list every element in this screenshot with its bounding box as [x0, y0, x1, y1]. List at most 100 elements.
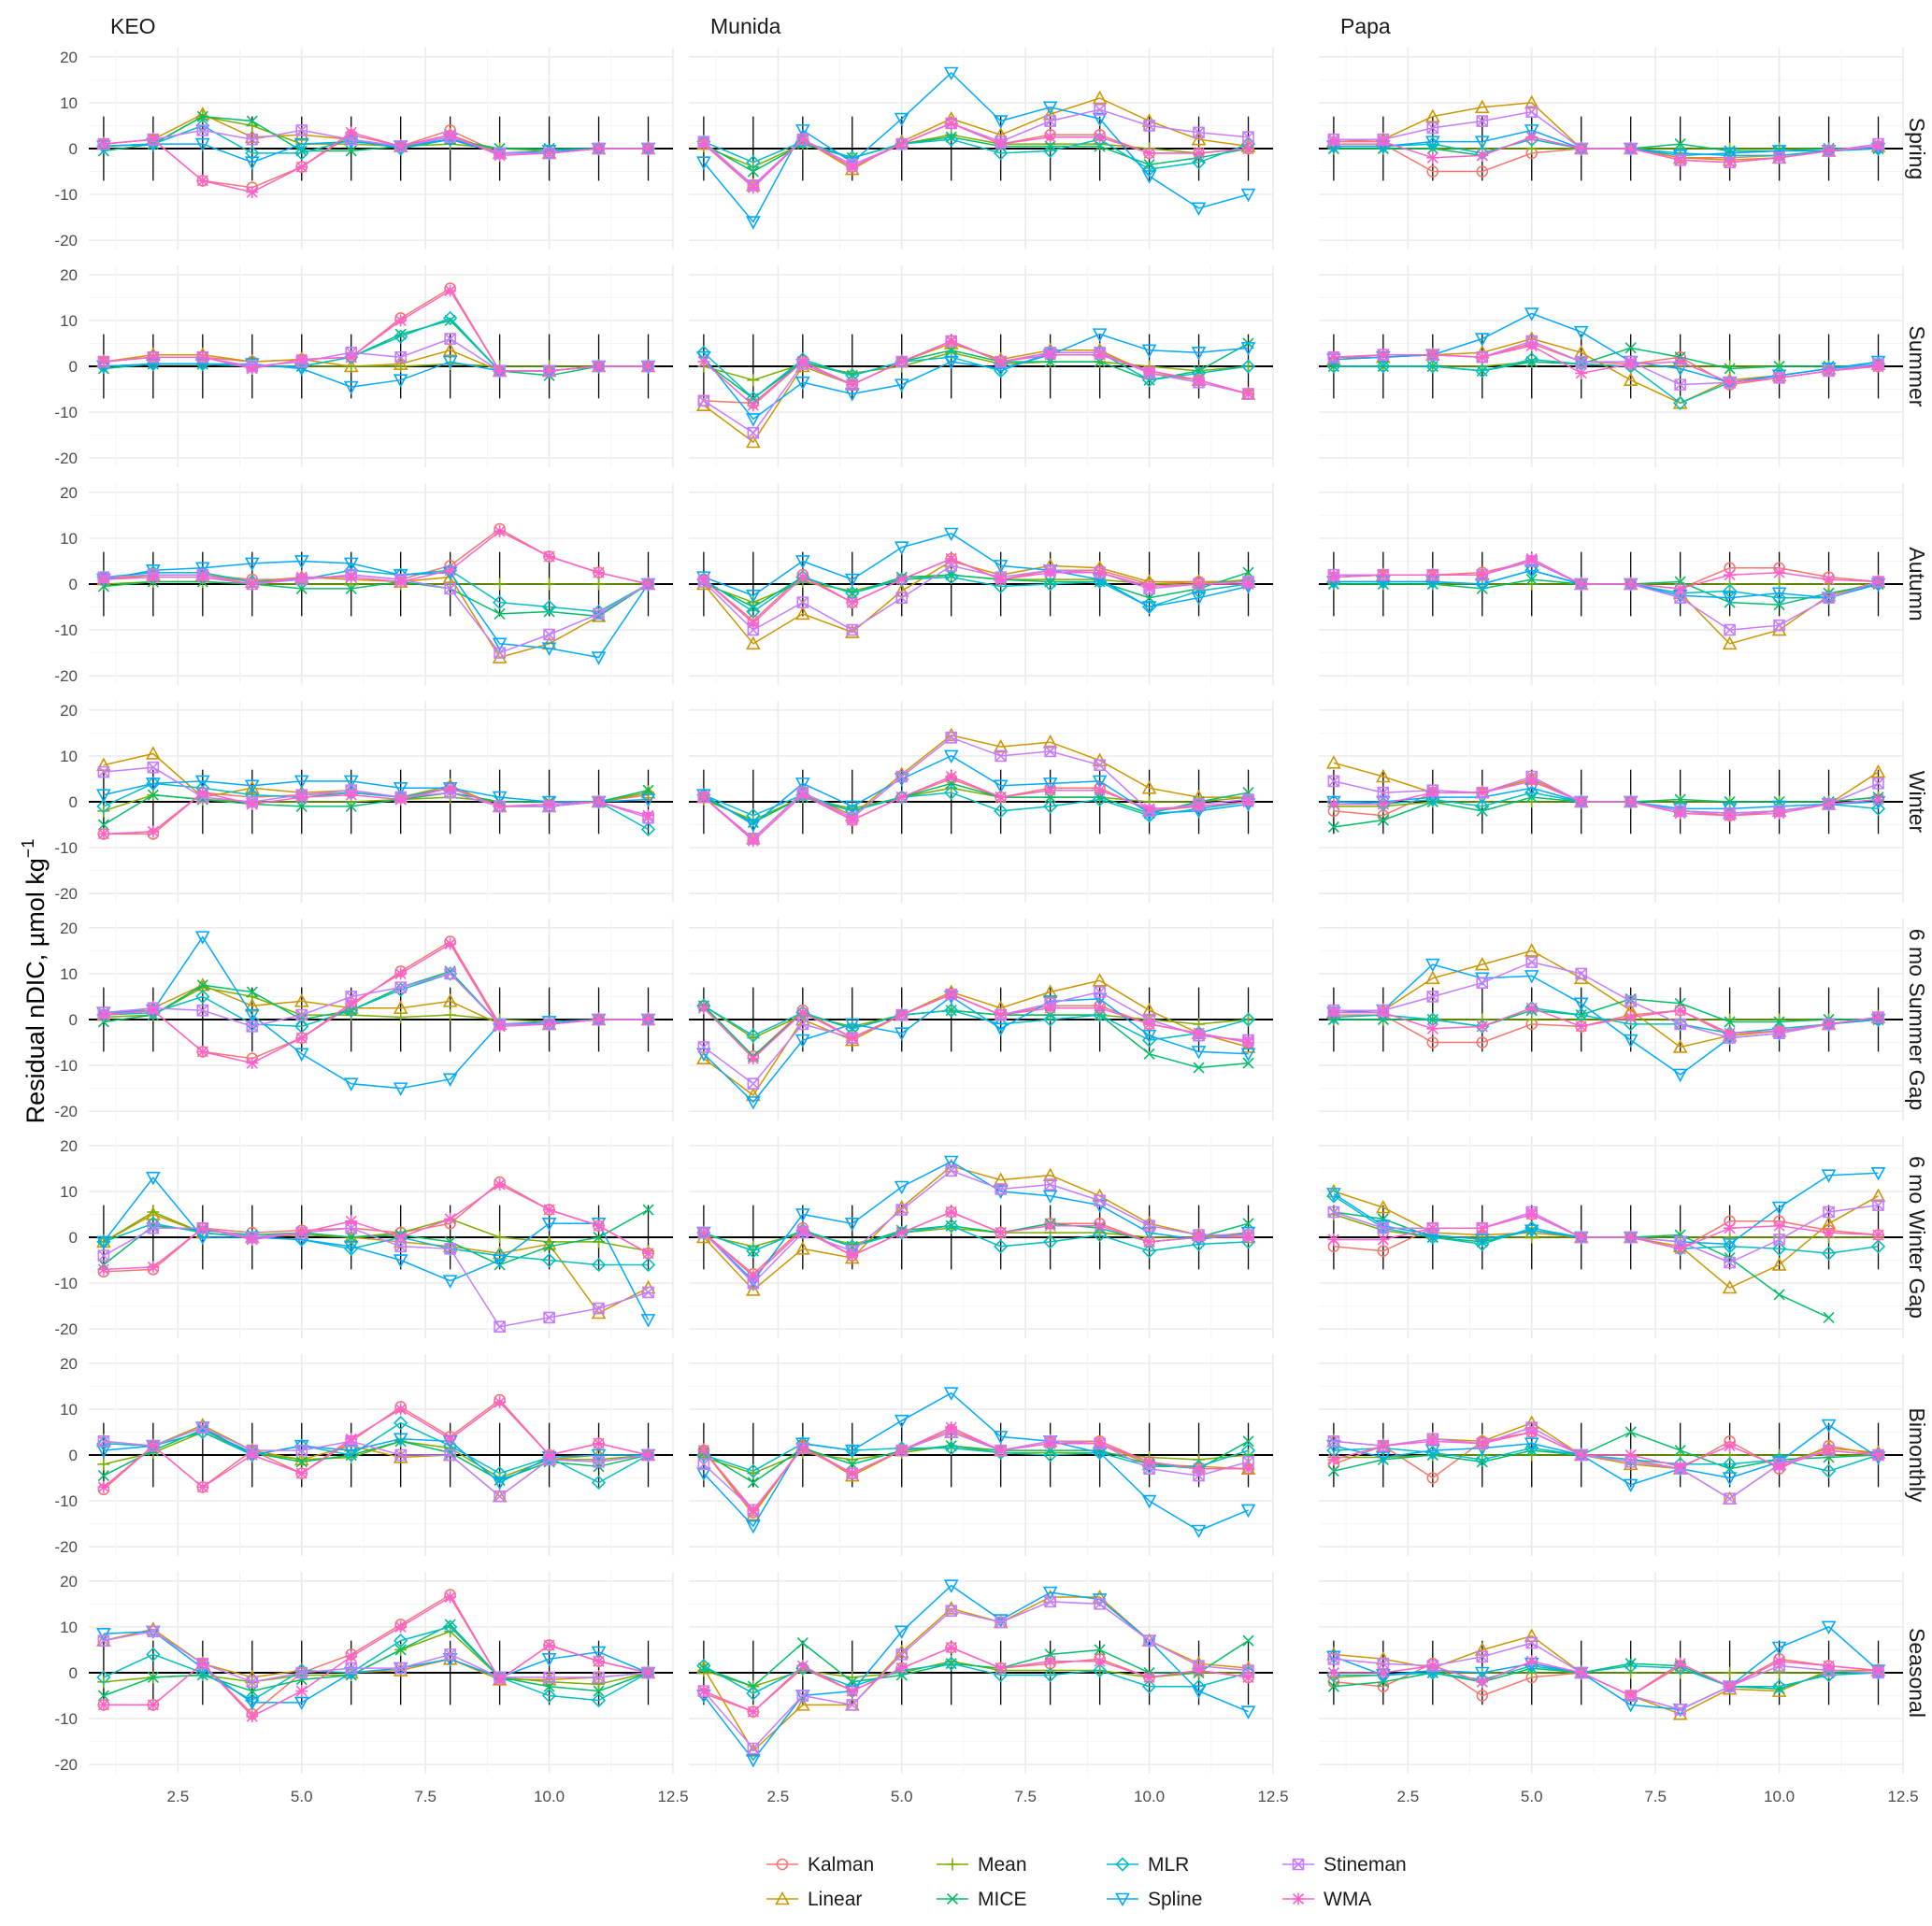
point-wma: [1525, 131, 1538, 144]
point-mlr: [245, 1692, 260, 1708]
point-wma: [1327, 1666, 1340, 1679]
point-wma: [1773, 1460, 1786, 1473]
y-tick-label: 10: [60, 965, 78, 983]
point-mlr: [492, 1466, 508, 1481]
point-stineman: [246, 1676, 259, 1689]
point-wma: [1724, 1680, 1737, 1693]
point-wma: [345, 571, 358, 584]
point-spline: [943, 1387, 959, 1401]
series-mice: [97, 1619, 654, 1702]
point-wma: [444, 1433, 457, 1446]
point-spline: [1524, 307, 1539, 321]
point-stineman: [196, 1421, 209, 1434]
point-spline: [1474, 1666, 1490, 1681]
point-mice: [97, 1470, 109, 1482]
point-wma: [1242, 387, 1255, 400]
panel-keo-seasonal: [89, 1572, 674, 1774]
x-tick-label: 7.5: [414, 1788, 436, 1805]
point-spline: [794, 124, 810, 138]
row-strip-winter: Winter: [1905, 771, 1929, 834]
panel-papa-6-mo-winter-gap: [1319, 1136, 1904, 1338]
point-spline: [541, 1217, 557, 1232]
point-wma: [1872, 793, 1885, 806]
point-wma: [1044, 349, 1057, 362]
series-line-spline: [703, 995, 1249, 1104]
point-spline: [591, 651, 607, 665]
series-spline: [696, 66, 1256, 230]
point-linear: [1524, 94, 1539, 109]
point-spline: [194, 775, 210, 790]
point-wma: [494, 149, 507, 162]
point-linear: [1771, 1683, 1787, 1697]
x-tick-label: 5.0: [291, 1788, 313, 1805]
point-wma: [147, 133, 160, 146]
point-mlr: [541, 1688, 557, 1704]
x-tick-label: 12.5: [1257, 1788, 1288, 1805]
legend-key-marker-mlr: [1115, 1857, 1130, 1872]
point-spline: [343, 380, 359, 395]
point-stineman: [97, 1434, 110, 1448]
point-stineman: [945, 1605, 958, 1618]
point-spline: [1771, 369, 1787, 383]
point-mlr: [1043, 1012, 1058, 1027]
point-spline: [1524, 124, 1539, 138]
panel-papa-6-mo-summer-gap: [1319, 919, 1904, 1120]
point-mice: [345, 582, 357, 594]
panel-munida-autumn: [689, 483, 1274, 685]
series-line-wma: [703, 558, 1249, 624]
point-wma: [1575, 795, 1588, 808]
series-line-spline: [1333, 312, 1879, 383]
point-wma: [1193, 578, 1206, 591]
point-stineman: [1674, 1703, 1686, 1716]
point-mice: [1674, 138, 1686, 150]
point-mlr: [1240, 1012, 1256, 1027]
point-spline: [1424, 958, 1440, 973]
point-wma: [995, 1226, 1008, 1239]
y-tick-label: 20: [60, 702, 78, 720]
point-wma: [593, 566, 606, 579]
series-line-mlr: [103, 973, 649, 1028]
point-stineman: [796, 596, 809, 608]
point-wma: [1143, 802, 1156, 815]
y-tick-label: 20: [60, 1355, 78, 1373]
point-wma: [1674, 1460, 1687, 1473]
point-wma: [1773, 371, 1786, 384]
y-tick-label: 0: [69, 1011, 78, 1029]
point-wma: [1872, 1664, 1885, 1677]
point-mlr: [344, 1241, 359, 1256]
point-wma: [1426, 1660, 1439, 1673]
legend-key-marker-kalman: [776, 1858, 789, 1871]
point-wma: [995, 791, 1008, 804]
point-mlr: [640, 821, 656, 837]
point-linear: [1623, 1456, 1639, 1471]
point-spline: [393, 1254, 408, 1268]
series-line-mlr: [703, 1662, 1249, 1694]
point-wma: [394, 793, 408, 806]
point-linear: [1424, 970, 1440, 985]
point-stineman: [1327, 1434, 1340, 1448]
point-stineman: [846, 1699, 859, 1711]
point-spline: [343, 1077, 359, 1091]
point-spline: [343, 775, 359, 790]
point-mlr: [994, 146, 1009, 161]
point-stineman: [1327, 1652, 1340, 1665]
point-wma: [747, 1270, 760, 1283]
panel-keo-autumn: [89, 483, 674, 685]
point-mlr: [1191, 155, 1207, 170]
point-wma: [1193, 1027, 1206, 1040]
series-line-mice: [103, 1208, 649, 1266]
y-tick-label: -10: [54, 839, 78, 857]
point-wma: [1143, 147, 1156, 160]
point-spline: [96, 789, 111, 803]
point-spline: [894, 1180, 909, 1195]
point-spline: [696, 350, 711, 365]
point-linear: [1524, 943, 1539, 957]
point-wma: [1823, 1018, 1836, 1031]
row-strip-summer: Summer: [1905, 326, 1929, 407]
point-spline: [844, 1018, 860, 1033]
point-spline: [442, 355, 458, 370]
point-spline: [244, 1696, 260, 1711]
point-mlr: [492, 1248, 508, 1263]
point-wma: [1476, 149, 1489, 162]
point-spline: [1240, 1705, 1256, 1719]
